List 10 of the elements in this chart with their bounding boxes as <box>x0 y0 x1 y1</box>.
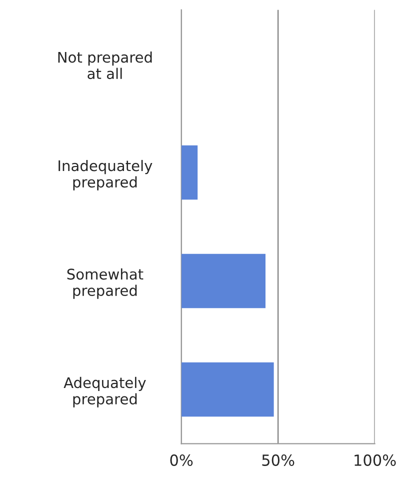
y-tick-label: Somewhat prepared <box>67 268 144 299</box>
y-tick-label: Adequately prepared <box>64 376 146 408</box>
bar <box>181 362 274 417</box>
x-tick-label: 50% <box>262 454 294 466</box>
x-tick-label: 100% <box>354 454 396 466</box>
y-tick-label: Not prepared at all <box>58 51 152 80</box>
x-tick-label: 0% <box>170 454 193 466</box>
bar <box>181 254 266 308</box>
bar <box>181 145 198 200</box>
y-tick-label: Inadequately prepared <box>58 160 152 190</box>
